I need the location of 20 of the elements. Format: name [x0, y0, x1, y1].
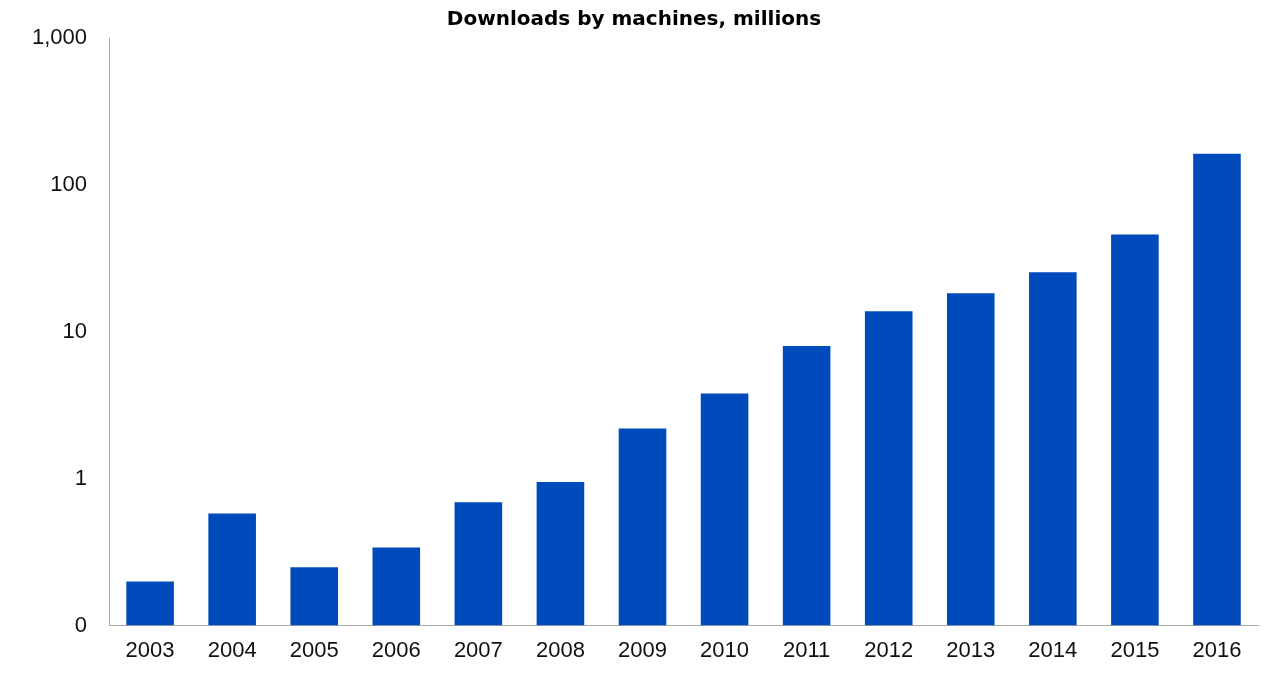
x-tick-label: 2014 [1028, 636, 1078, 662]
y-tick-label: 1,000 [31, 24, 88, 50]
y-tick-label: 10 [62, 317, 88, 343]
x-tick-label: 2008 [535, 636, 585, 662]
x-tick-label: 2006 [371, 636, 421, 662]
x-tick-label: 2003 [125, 636, 175, 662]
x-tick-label: 2012 [864, 636, 914, 662]
x-tick-label: 2010 [700, 636, 750, 662]
x-tick-label: 2011 [782, 636, 831, 662]
x-tick-label: 2016 [1192, 636, 1242, 662]
x-tick-label: 2013 [946, 636, 996, 662]
x-tick-label: 2004 [207, 636, 257, 662]
x-tick-label: 2015 [1110, 636, 1160, 662]
y-tick-label: 0 [74, 611, 88, 637]
y-tick-label: 100 [50, 170, 88, 196]
x-tick-label: 2007 [453, 636, 503, 662]
x-tick-label: 2005 [289, 636, 339, 662]
y-tick-label: 1 [74, 464, 88, 490]
x-tick-label: 2009 [618, 636, 667, 662]
chart-title: Downloads by machines, millions [446, 6, 822, 31]
